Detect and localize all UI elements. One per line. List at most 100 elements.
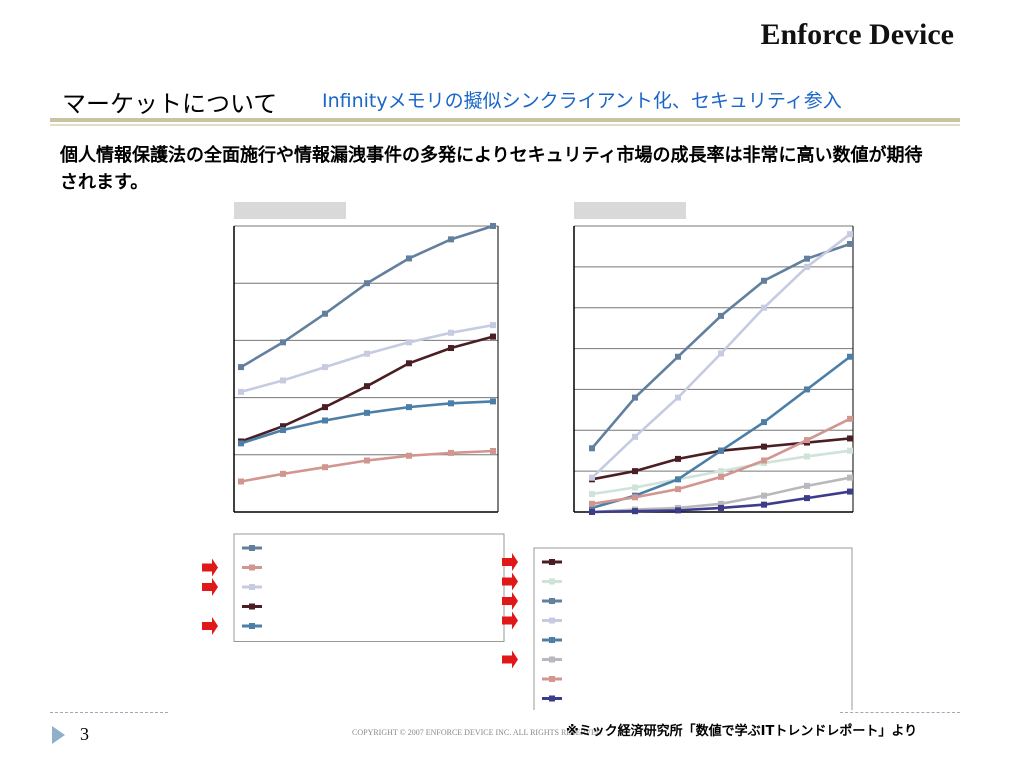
lead-text: 個人情報保護法の全面施行や情報漏洩事件の多発によりセキュリティ市場の成長率は非常…: [60, 145, 923, 193]
chart0-title-box: [234, 202, 346, 219]
red-arrow-icon: [502, 650, 518, 669]
chart1-data-point: [847, 447, 853, 454]
chart1-data-point: [847, 240, 853, 247]
header-divider-shadow: [50, 124, 960, 126]
legend-swatch-marker: [249, 564, 255, 571]
source-note: ※ミック経済研究所「数値で学ぶITトレンドレポート」より: [566, 724, 918, 739]
chart0-data-point: [448, 345, 454, 352]
legend-swatch-marker: [549, 617, 555, 624]
chart1-series-line: [591, 417, 851, 506]
copyright-text: COPYRIGHT © 2007 ENFORCE DEVICE INC. ALL…: [352, 728, 602, 737]
red-arrow-icon: [202, 578, 218, 596]
chart0-data-point: [238, 440, 244, 447]
chart0-series-line: [240, 323, 494, 394]
chart1-data-point: [589, 474, 595, 481]
chart0-data-point: [406, 452, 412, 459]
chart0-data-point: [280, 470, 286, 477]
page-subtitle: Infinityメモリの擬似シンクライアント化、セキュリティ参入: [322, 90, 842, 112]
chart1-data-point: [804, 263, 810, 270]
chart1-data-point: [761, 419, 767, 426]
chart1-data-point: [847, 415, 853, 422]
chart1-data-point: [589, 445, 595, 452]
chart0-data-point: [406, 404, 412, 411]
page-title: マーケットについて: [62, 90, 278, 118]
chart1-data-point: [761, 492, 767, 499]
market-charts: [202, 202, 854, 710]
legend-swatch-marker: [549, 656, 555, 663]
chart0-data-point: [448, 329, 454, 336]
red-arrow-icon: [202, 617, 218, 635]
footer-divider-right: [840, 712, 960, 713]
chart1-data-point: [632, 484, 638, 491]
chart0-data-point: [238, 364, 244, 371]
chart0-data-point: [322, 310, 328, 317]
chart1-legend-box: [533, 547, 853, 710]
chart1-data-point: [589, 491, 595, 498]
header-divider: [50, 118, 960, 122]
red-arrow-icon: [502, 553, 518, 571]
chart1-data-point: [589, 504, 595, 511]
legend-swatch-marker: [549, 676, 555, 682]
legend-swatch-marker: [549, 637, 555, 643]
chart1-data-point: [718, 312, 724, 319]
chart1-data-point: [675, 486, 681, 493]
chart0-data-point: [406, 339, 412, 346]
chart1-data-point: [718, 504, 724, 511]
chart1-series-line: [591, 242, 851, 450]
legend-swatch-marker: [549, 598, 555, 604]
chart1-data-point: [718, 468, 724, 475]
legend-swatch-marker: [249, 545, 255, 551]
legend-swatch-marker: [249, 584, 255, 590]
chart0-data-point: [238, 478, 244, 485]
chart0-data-point: [490, 223, 496, 229]
brand-title: Enforce Device: [760, 18, 954, 51]
chart1-data-point: [847, 231, 853, 238]
chart0-data-point: [322, 364, 328, 371]
chart0-data-point: [280, 427, 286, 434]
chart1-data-point: [847, 353, 853, 360]
chart0-data-point: [280, 423, 286, 430]
chart1-data-point: [761, 304, 767, 311]
chart1-data-point: [718, 350, 724, 357]
chart0-data-point: [406, 360, 412, 367]
chart1-data-point: [761, 277, 767, 284]
page-triangle-icon: [52, 726, 65, 744]
chart1-data-point: [632, 433, 638, 440]
chart1-data-point: [632, 468, 638, 475]
legend-swatch-marker: [249, 623, 255, 629]
chart0-data-point: [448, 449, 454, 456]
legend-swatch-marker: [549, 695, 555, 702]
chart1-data-point: [632, 394, 638, 401]
chart0-data-point: [364, 280, 370, 287]
chart1-data-point: [847, 435, 853, 442]
chart0-data-point: [322, 404, 328, 411]
chart0-data-point: [364, 350, 370, 357]
chart1-data-point: [632, 508, 638, 515]
chart1-data-point: [632, 494, 638, 501]
chart0-series-line: [240, 400, 494, 445]
chart0-legend-box: [233, 533, 505, 642]
chart0-data-point: [490, 447, 496, 454]
chart1-data-point: [718, 473, 724, 480]
chart1-data-point: [761, 501, 767, 508]
chart0-data-point: [406, 255, 412, 262]
chart1-data-point: [804, 453, 810, 460]
chart1-data-point: [761, 457, 767, 464]
chart1-data-point: [675, 394, 681, 401]
chart0-data-point: [322, 417, 328, 424]
chart1-title-box: [574, 202, 686, 219]
legend-swatch-marker: [549, 578, 555, 585]
footer-divider-left: [50, 712, 168, 713]
chart0-data-point: [364, 409, 370, 416]
legend-swatch-marker: [249, 603, 255, 610]
chart1-data-point: [847, 488, 853, 495]
chart0-data-point: [490, 322, 496, 329]
chart1-data-point: [718, 500, 724, 507]
chart0-data-point: [238, 388, 244, 395]
chart1-data-point: [675, 455, 681, 462]
chart0-data-point: [448, 236, 454, 243]
chart1-data-point: [804, 386, 810, 393]
red-arrow-icon: [502, 611, 518, 630]
chart0-data-point: [322, 464, 328, 471]
red-arrow-icon: [502, 572, 518, 591]
